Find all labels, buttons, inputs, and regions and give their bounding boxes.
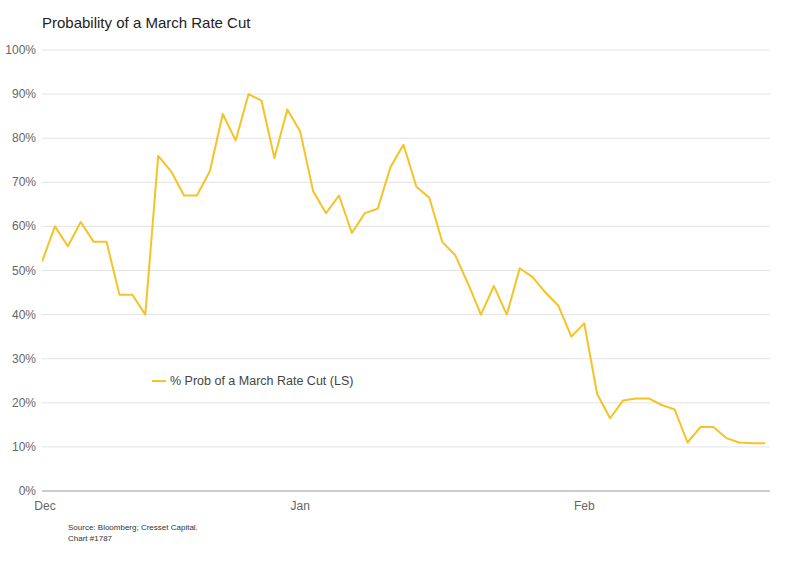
grid-line bbox=[42, 50, 770, 51]
legend-swatch bbox=[152, 380, 166, 382]
series-line bbox=[42, 94, 765, 443]
grid-line bbox=[42, 358, 770, 359]
title: Probability of a March Rate Cut bbox=[42, 14, 251, 31]
x-tick-label: Dec bbox=[34, 499, 55, 513]
source: Source: Bloomberg; Cresset Capital. bbox=[68, 523, 198, 532]
grid-line bbox=[42, 182, 770, 183]
grid-line bbox=[42, 270, 770, 271]
grid-line bbox=[42, 226, 770, 227]
y-tick-label: 80% bbox=[12, 131, 36, 145]
y-tick-label: 100% bbox=[5, 43, 36, 57]
grid-line bbox=[42, 446, 770, 447]
grid-line bbox=[42, 314, 770, 315]
x-tick-label: Feb bbox=[574, 499, 595, 513]
y-tick-label: 60% bbox=[12, 219, 36, 233]
y-tick-label: 70% bbox=[12, 175, 36, 189]
plot-area bbox=[42, 94, 765, 443]
y-tick-label: 30% bbox=[12, 352, 36, 366]
grid-line bbox=[42, 94, 770, 95]
y-tick-label: 20% bbox=[12, 396, 36, 410]
grid-line bbox=[42, 138, 770, 139]
legend-label: % Prob of a March Rate Cut (LS) bbox=[170, 374, 353, 388]
note: Chart #1787 bbox=[68, 534, 113, 543]
grid-line bbox=[42, 402, 770, 403]
y-tick-label: 0% bbox=[19, 484, 37, 498]
y-tick-label: 10% bbox=[12, 440, 36, 454]
chart: Probability of a March Rate Cut 0% 10% 20% 3… bbox=[0, 0, 803, 583]
y-tick-label: 90% bbox=[12, 87, 36, 101]
y-tick-label: 50% bbox=[12, 264, 36, 278]
x-axis-line bbox=[42, 491, 770, 492]
y-axis-line bbox=[42, 50, 43, 491]
x-tick-label: Jan bbox=[291, 499, 310, 513]
y-tick-label: 40% bbox=[12, 308, 36, 322]
